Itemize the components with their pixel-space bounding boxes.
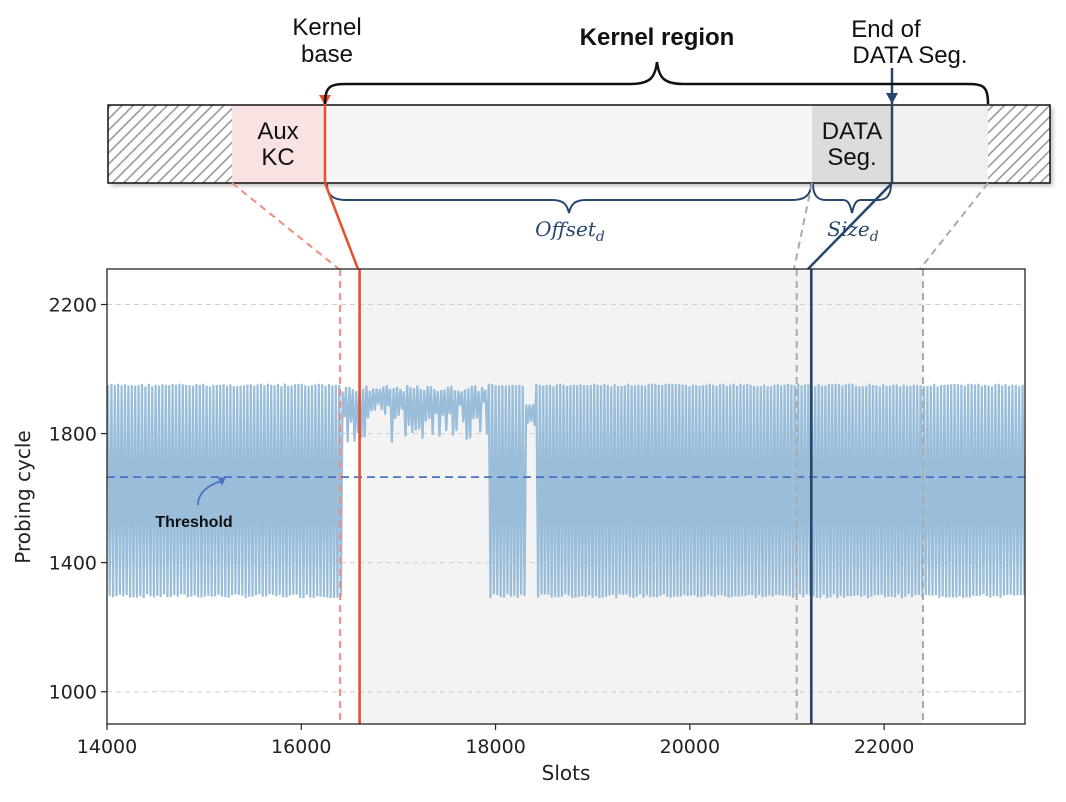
kernel-base-connector: [323, 182, 360, 270]
kernel-region-block: [325, 105, 812, 183]
y-tick-label: 1400: [49, 553, 97, 575]
y-ticks: 1000 1400 1800 2200: [49, 294, 107, 704]
layout-bar-border: [107, 104, 1051, 184]
data-end-arrow: [886, 93, 898, 104]
aux-connector: [231, 182, 340, 270]
data-seg-label-2: Seg.: [827, 144, 876, 171]
y-tick-label: 2200: [49, 294, 97, 316]
hatched-left: [108, 105, 232, 183]
hatched-right: [988, 105, 1050, 183]
kernel-base-label-1: Kernel: [292, 14, 361, 41]
signal-series: [107, 383, 1025, 599]
kernel-region-brace: [323, 61, 990, 105]
marker-lines: [339, 269, 924, 724]
aux-kc-block: [232, 105, 325, 183]
size-brace: [812, 183, 892, 214]
chart: 14000 16000 18000 20000 22000 1000 1400 1800 22…: [11, 268, 1026, 785]
y-tick-label: 1000: [49, 682, 97, 704]
x-axis-label: Slots: [542, 761, 591, 785]
probing-cycle-series: [107, 383, 1025, 599]
aux-kc-label-2: KC: [261, 144, 294, 171]
threshold-pointer-arrow: [197, 480, 223, 506]
x-tick-label: 18000: [465, 736, 525, 758]
data-start-connector: [793, 182, 813, 270]
data-seg-label-1: DATA: [822, 118, 882, 145]
plot-frame: [106, 268, 1026, 725]
memory-layout-diagram: Kernel base Kernel region End of DATA Se…: [107, 14, 1051, 270]
kernel-region-label: Kernel region: [580, 24, 735, 51]
offset-brace: [326, 183, 812, 214]
x-tick-label: 16000: [271, 736, 331, 758]
region-end-connector: [919, 182, 989, 270]
threshold-pointer-arrowhead: [218, 477, 226, 486]
data-end-connector: [807, 182, 893, 270]
x-tick-label: 22000: [854, 736, 914, 758]
end-data-label-2: DATA Seg.: [852, 42, 967, 69]
threshold-label: Threshold: [155, 514, 232, 531]
offset-label: Offsetd: [535, 217, 605, 245]
y-axis-label: Probing cycle: [11, 430, 35, 563]
data-seg-block: [812, 105, 892, 183]
end-data-label-1: End of: [851, 16, 921, 43]
x-tick-label: 20000: [660, 736, 720, 758]
y-tick-label: 1800: [49, 424, 97, 446]
kernel-tail-block: [892, 105, 988, 183]
kernel-base-label-2: base: [301, 41, 353, 68]
x-ticks: 14000 16000 18000 20000 22000: [77, 724, 914, 758]
x-tick-label: 14000: [77, 736, 137, 758]
aux-kc-label-1: Aux: [257, 118, 298, 145]
